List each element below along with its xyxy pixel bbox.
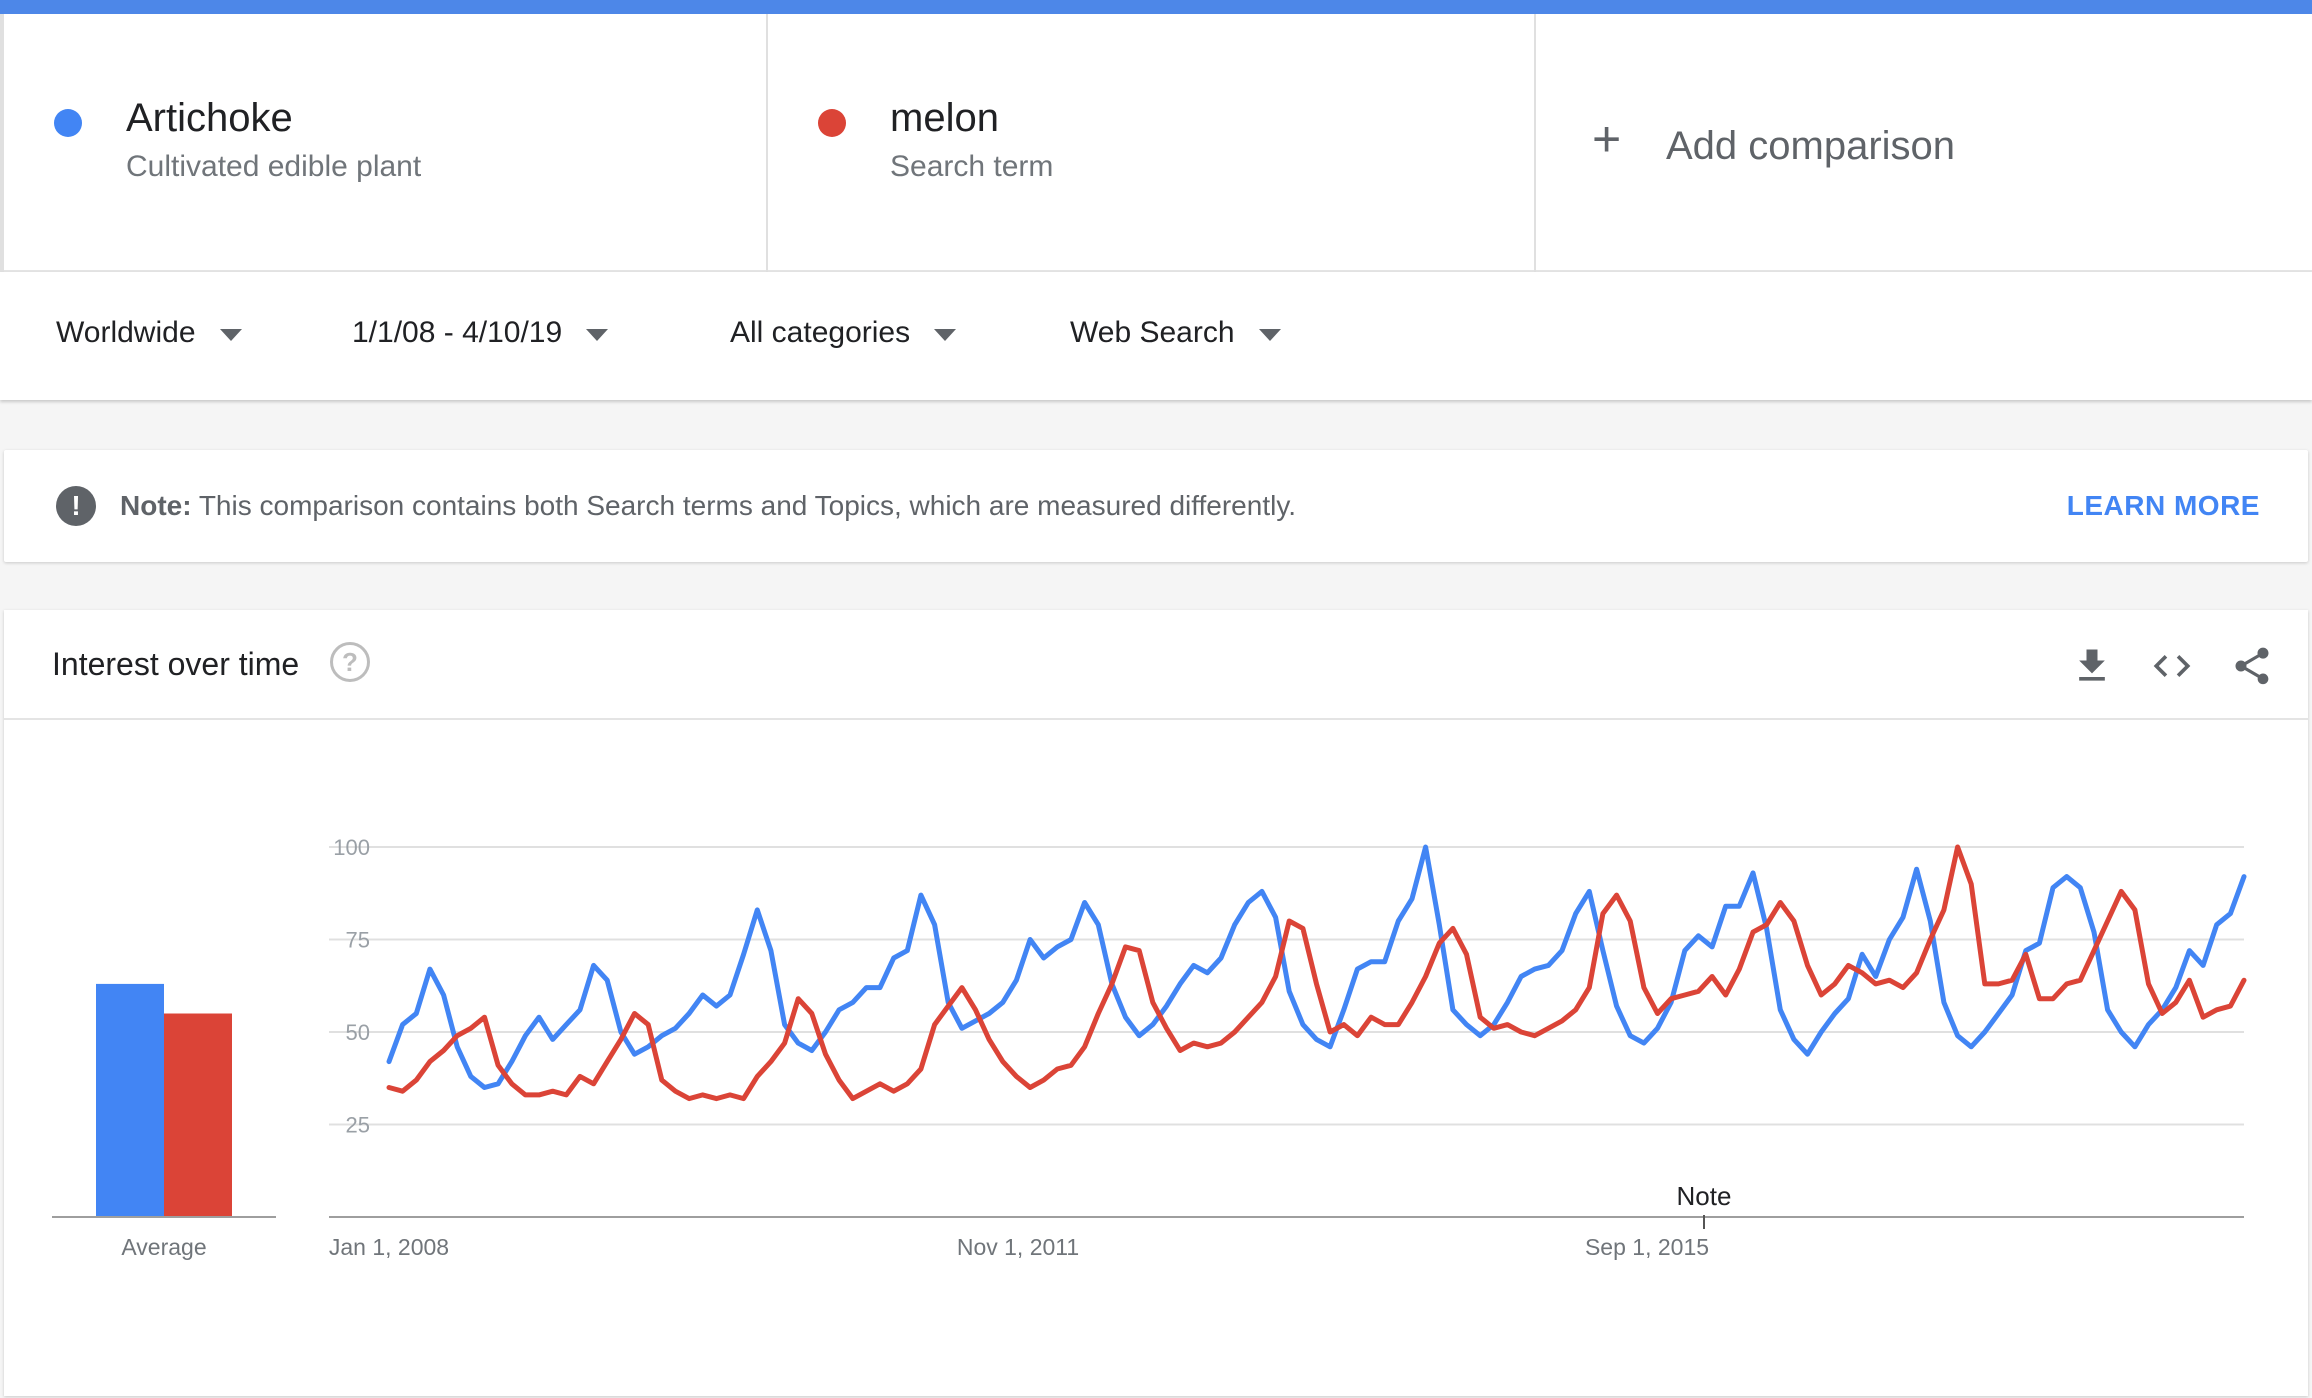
date-range-dropdown[interactable]: 1/1/08 - 4/10/19 bbox=[352, 316, 609, 350]
add-comparison-label: Add comparison bbox=[1666, 124, 1956, 168]
comparison-terms-bar: Artichoke Cultivated edible plant melon … bbox=[0, 14, 2312, 272]
average-label: Average bbox=[121, 1234, 206, 1260]
average-bars: Average bbox=[52, 983, 276, 1260]
chart-lines bbox=[386, 844, 2247, 1102]
term-type: Cultivated edible plant bbox=[126, 150, 422, 183]
learn-more-link[interactable]: LEARN MORE bbox=[2066, 490, 2260, 521]
date-range-label: 1/1/08 - 4/10/19 bbox=[352, 316, 563, 349]
average-bar-artichoke bbox=[96, 983, 164, 1217]
add-comparison-button[interactable]: + Add comparison bbox=[1536, 14, 2312, 272]
x-tick-label: Jan 1, 2008 bbox=[329, 1234, 449, 1260]
x-tick-label: Nov 1, 2011 bbox=[957, 1234, 1079, 1260]
exclamation-icon: ! bbox=[56, 486, 96, 526]
category-label: All categories bbox=[730, 316, 911, 349]
series-line-artichoke bbox=[386, 844, 2247, 1090]
series-line-melon bbox=[386, 844, 2247, 1102]
x-axis: Jan 1, 2008 Nov 1, 2011 Sep 1, 2015 Note bbox=[329, 1181, 2244, 1260]
card-header: Interest over time ? bbox=[4, 610, 2308, 720]
interest-over-time-card: Interest over time ? Average 25 50 75 100 J… bbox=[4, 610, 2308, 1396]
chevron-down-icon bbox=[1258, 329, 1281, 341]
search-type-label: Web Search bbox=[1070, 316, 1235, 349]
plus-icon: + bbox=[1592, 111, 1622, 167]
chevron-down-icon bbox=[586, 329, 609, 341]
card-title: Interest over time bbox=[52, 646, 300, 682]
y-tick-label: 25 bbox=[346, 1113, 370, 1138]
note-bold-label: Note: bbox=[120, 490, 192, 521]
region-dropdown[interactable]: Worldwide bbox=[56, 316, 242, 350]
term-name: melon bbox=[890, 96, 999, 140]
top-accent-bar bbox=[0, 0, 2312, 14]
help-icon[interactable]: ? bbox=[330, 642, 370, 682]
note-text: Note: This comparison contains both Sear… bbox=[120, 490, 1296, 522]
x-tick-label: Sep 1, 2015 bbox=[1585, 1234, 1709, 1260]
region-label: Worldwide bbox=[56, 316, 196, 349]
share-icon[interactable] bbox=[2230, 644, 2274, 688]
artichoke-color-dot bbox=[54, 109, 82, 137]
embed-code-icon[interactable] bbox=[2150, 644, 2194, 688]
comparison-note-card: ! Note: This comparison contains both Se… bbox=[4, 450, 2308, 562]
y-tick-label: 75 bbox=[346, 928, 370, 953]
filter-bar: Worldwide 1/1/08 - 4/10/19 All categorie… bbox=[0, 272, 2312, 400]
average-bar-melon bbox=[164, 1013, 232, 1217]
chevron-down-icon bbox=[219, 329, 242, 341]
y-tick-label: 50 bbox=[346, 1020, 370, 1045]
note-body: This comparison contains both Search ter… bbox=[191, 490, 1297, 521]
y-tick-label: 100 bbox=[333, 835, 370, 860]
term-card-melon[interactable]: melon Search term bbox=[768, 14, 1536, 272]
melon-color-dot bbox=[818, 109, 846, 137]
note-annotation: Note bbox=[1677, 1181, 1732, 1211]
download-icon[interactable] bbox=[2070, 644, 2114, 688]
term-name: Artichoke bbox=[126, 96, 293, 140]
search-type-dropdown[interactable]: Web Search bbox=[1070, 316, 1281, 350]
term-card-artichoke[interactable]: Artichoke Cultivated edible plant bbox=[0, 14, 768, 272]
interest-chart: Average 25 50 75 100 Jan 1, 2008 Nov 1, 2011… bbox=[52, 835, 2247, 1260]
category-dropdown[interactable]: All categories bbox=[730, 316, 957, 350]
chevron-down-icon bbox=[934, 329, 957, 341]
term-type: Search term bbox=[890, 150, 1054, 183]
